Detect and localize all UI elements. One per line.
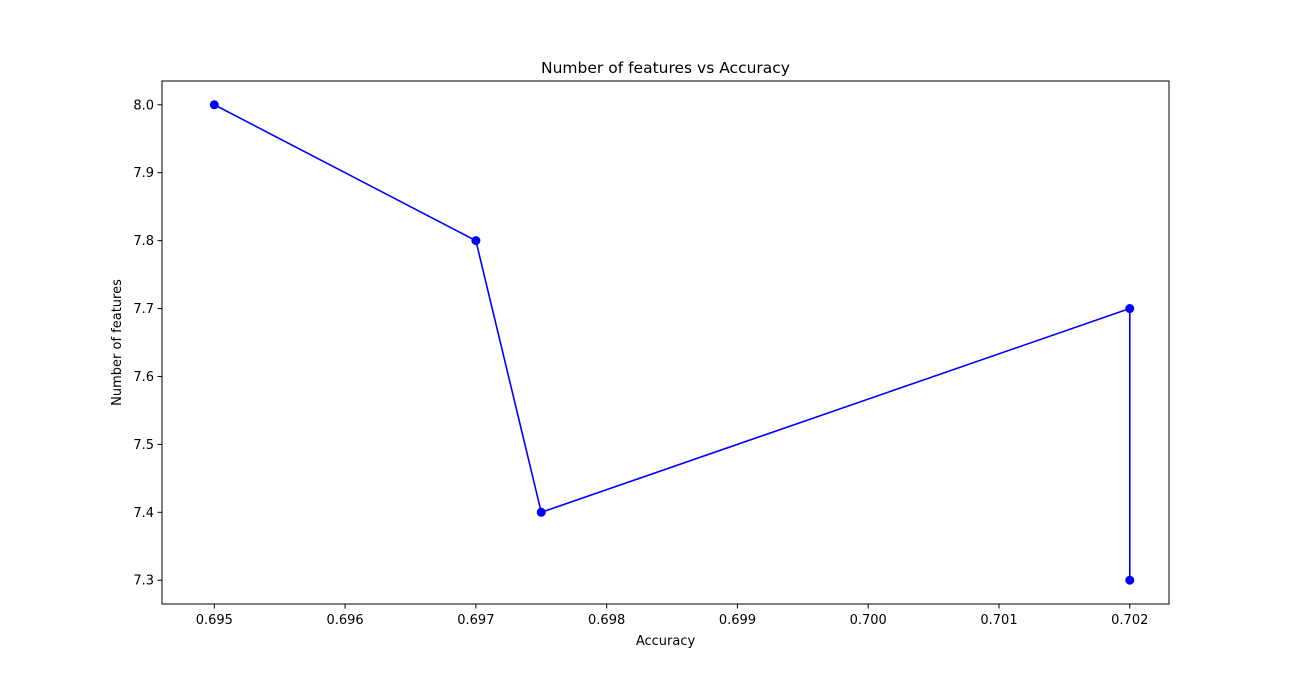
y-tick-label: 7.6: [133, 370, 154, 385]
axes-frame: [161, 80, 1170, 605]
x-tick-label: 0.700: [850, 613, 887, 628]
data-point: [471, 236, 481, 246]
plot-area: [209, 100, 1135, 585]
x-tick-label: 0.702: [1111, 613, 1148, 628]
y-axis: 7.3 7.4 7.5 7.6 7.7 7.8 7.9 8.0: [133, 98, 162, 589]
y-tick-label: 7.7: [133, 302, 154, 317]
y-tick-label: 7.3: [133, 574, 154, 589]
y-tick-label: 7.4: [133, 506, 154, 521]
chart-title: Number of features vs Accuracy: [541, 59, 790, 77]
data-point: [1125, 304, 1135, 314]
data-point: [536, 507, 546, 517]
x-axis: 0.695 0.696 0.697 0.698 0.699 0.700 0.701 0.702: [196, 604, 1148, 628]
y-tick-label: 7.5: [133, 438, 154, 453]
y-axis-label: Number of features: [110, 279, 125, 406]
x-tick-label: 0.699: [719, 613, 756, 628]
x-axis-label: Accuracy: [636, 634, 696, 649]
x-tick-label: 0.698: [588, 613, 625, 628]
x-tick-label: 0.701: [980, 613, 1017, 628]
y-tick-label: 8.0: [133, 98, 154, 113]
x-tick-label: 0.696: [326, 613, 363, 628]
y-tick-label: 7.9: [133, 166, 154, 181]
y-tick-label: 7.8: [133, 234, 154, 249]
x-tick-label: 0.695: [196, 613, 233, 628]
data-point: [209, 100, 219, 110]
x-tick-label: 0.697: [457, 613, 494, 628]
data-point: [1125, 575, 1135, 585]
